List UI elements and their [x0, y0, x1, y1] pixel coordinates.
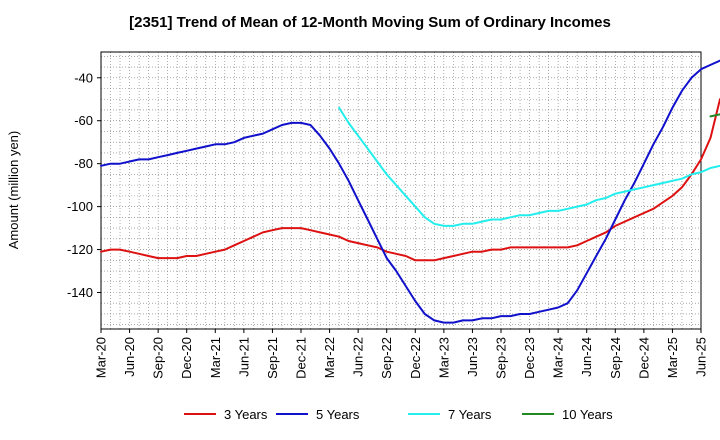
y-axis-label: Amount (million yen)	[6, 131, 21, 250]
y-axis: -40 -60 -80 -100 -120 -140	[67, 70, 101, 300]
x-tick-label: Jun-24	[579, 337, 594, 377]
legend-label: 3 Years	[224, 407, 268, 422]
x-tick-label: Jun-20	[122, 337, 137, 377]
x-tick-label: Dec-22	[408, 337, 423, 379]
x-tick-label: Sep-20	[151, 337, 166, 379]
y-tick-label: -140	[67, 285, 93, 300]
grid	[101, 52, 701, 329]
x-tick-label: Sep-22	[379, 337, 394, 379]
y-tick-label: -60	[74, 113, 93, 128]
x-tick-label: Mar-24	[551, 337, 566, 378]
x-tick-label: Sep-21	[265, 337, 280, 379]
x-tick-label: Dec-23	[522, 337, 537, 379]
legend-label: 7 Years	[448, 407, 492, 422]
series-line-5-years	[100, 59, 720, 324]
series-lines	[100, 59, 720, 324]
y-tick-label: -80	[74, 156, 93, 171]
x-tick-label: Jun-22	[351, 337, 366, 377]
x-tick-label: Mar-22	[322, 337, 337, 378]
legend-label: 5 Years	[316, 407, 360, 422]
x-tick-label: Jun-23	[465, 337, 480, 377]
legend: 3 Years 5 Years 7 Years 10 Years	[184, 407, 613, 422]
chart-title: [2351] Trend of Mean of 12-Month Moving …	[129, 14, 611, 31]
x-tick-label: Mar-23	[436, 337, 451, 378]
series-line-3-years	[100, 98, 720, 262]
x-tick-label: Dec-21	[294, 337, 309, 379]
plot-area-frame	[100, 51, 702, 330]
x-tick-label: Sep-23	[494, 337, 509, 379]
series-line-7-years	[338, 106, 720, 227]
y-tick-label: -100	[67, 199, 93, 214]
x-tick-label: Jun-25	[694, 337, 709, 377]
series-line-10-years	[709, 113, 720, 118]
x-axis: Mar-20 Jun-20 Sep-20 Dec-20 Mar-21 Jun-21 Sep-…	[94, 329, 709, 379]
x-tick-label: Mar-25	[665, 337, 680, 378]
x-tick-label: Jun-21	[236, 337, 251, 377]
x-tick-label: Mar-20	[94, 337, 109, 378]
x-tick-label: Mar-21	[208, 337, 223, 378]
x-tick-label: Dec-24	[636, 337, 651, 379]
legend-label: 10 Years	[562, 407, 613, 422]
y-tick-label: -120	[67, 242, 93, 257]
x-tick-label: Dec-20	[179, 337, 194, 379]
x-tick-label: Sep-24	[608, 337, 623, 379]
y-tick-label: -40	[74, 70, 93, 85]
